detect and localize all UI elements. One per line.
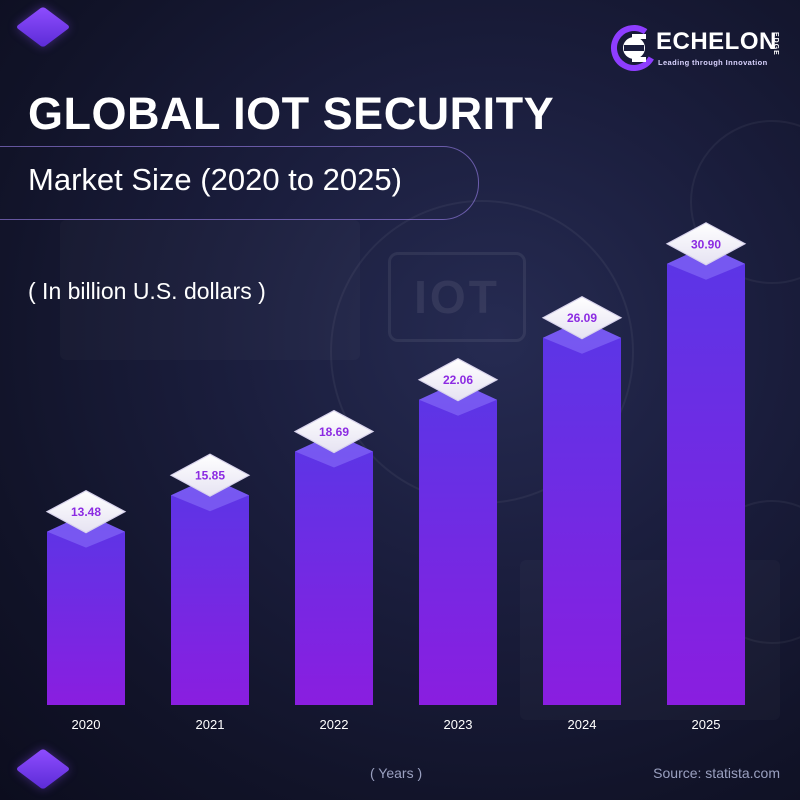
value-diamond: [665, 222, 747, 266]
bar-2022: [295, 433, 373, 705]
bar-2024: [543, 319, 621, 705]
logo-tagline: Leading through Innovation: [658, 58, 768, 67]
data-label-2024: 26.09: [567, 311, 597, 325]
bar-2020: [47, 513, 125, 705]
value-diamond: [417, 358, 499, 402]
data-label-2022: 18.69: [319, 425, 349, 439]
x-tick-label-2024: 2024: [568, 717, 597, 732]
value-diamond: [293, 409, 375, 454]
value-diamond: [541, 296, 623, 340]
data-label-2025: 30.90: [691, 237, 721, 251]
x-axis-label: ( Years ): [370, 765, 423, 781]
chart-subtitle: Market Size (2020 to 2025): [28, 162, 402, 197]
unit-note: ( In billion U.S. dollars ): [28, 278, 266, 304]
x-tick-label-2020: 2020: [72, 717, 101, 732]
x-tick-label-2023: 2023: [444, 717, 473, 732]
subtitle-frame: [0, 146, 479, 220]
source-note: Source: statista.com: [653, 765, 780, 781]
brand-logo: ECHELON EDGE Leading through Innovation: [610, 20, 780, 76]
bar-2021: [171, 477, 249, 705]
x-tick-label-2022: 2022: [320, 717, 349, 732]
bar-2025: [667, 245, 745, 705]
data-label-2020: 13.48: [71, 505, 101, 519]
data-label-2021: 15.85: [195, 469, 225, 483]
value-diamond: [45, 489, 127, 534]
logo-brand-suffix: EDGE: [772, 32, 779, 56]
data-label-2023: 22.06: [443, 373, 473, 387]
chart-title: GLOBAL IOT SECURITY: [28, 88, 555, 139]
bar-2023: [419, 381, 497, 705]
x-tick-label-2021: 2021: [196, 717, 225, 732]
value-diamond: [169, 453, 251, 497]
x-tick-label-2025: 2025: [692, 717, 721, 732]
logo-emblem-icon: [611, 25, 657, 71]
logo-brand-name: ECHELON: [656, 28, 777, 55]
background-iot-sign: IOT: [388, 252, 526, 342]
